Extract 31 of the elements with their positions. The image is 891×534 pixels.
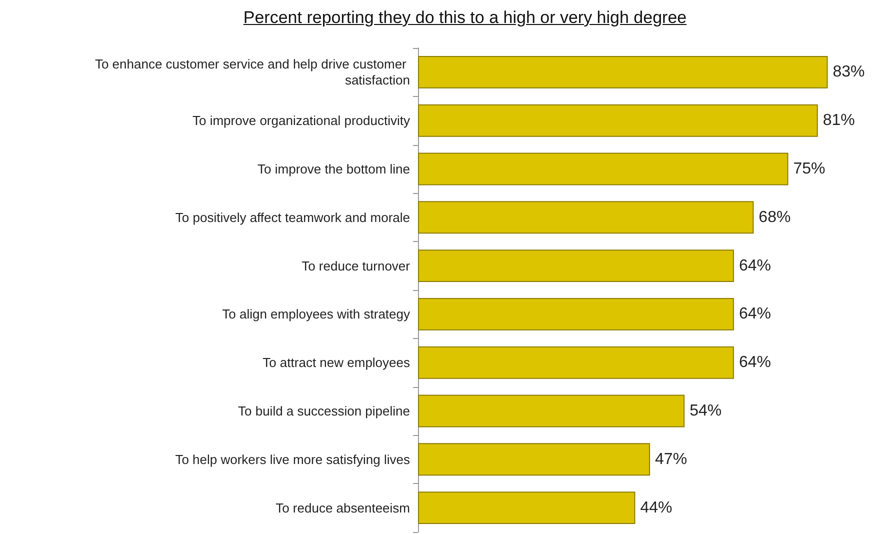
bar	[418, 56, 828, 88]
bar	[418, 250, 734, 282]
bar	[418, 201, 754, 234]
y-tick-label: To reduce turnover	[302, 258, 411, 274]
bar	[418, 104, 818, 137]
y-tick-label: To improve organizational productivity	[192, 113, 410, 128]
data-label: 68%	[758, 208, 791, 226]
y-tick-label: To help workers live more satisfying lives	[175, 452, 410, 467]
data-label: 64%	[738, 354, 771, 372]
bar	[418, 394, 685, 428]
y-tick-label: To align employees with strategy	[222, 306, 410, 322]
data-label: 47%	[655, 450, 688, 468]
data-label: 83%	[832, 64, 865, 81]
y-tick-label: To improve the bottom line	[258, 162, 410, 176]
data-label: 44%	[640, 499, 672, 516]
bar	[418, 298, 734, 330]
y-tick-label: To reduce absenteeism	[276, 500, 410, 516]
bar	[418, 443, 650, 476]
data-label: 54%	[690, 402, 722, 420]
y-tick-label: To positively affect teamwork and morale	[175, 210, 410, 225]
y-tick-label: To build a succession pipeline	[238, 404, 410, 418]
data-label: 64%	[738, 257, 771, 274]
y-tick-label: To enhance customer service and help drive customer satisfaction	[94, 56, 410, 88]
bar	[418, 346, 734, 379]
y-tick-label: To attract new employees	[262, 355, 410, 370]
data-label: 81%	[822, 112, 855, 130]
bar	[418, 152, 788, 186]
data-label: 64%	[738, 306, 771, 323]
bar	[418, 492, 636, 524]
data-label: 75%	[793, 160, 826, 178]
chart-title: Percent reporting they do this to a high or very high degree	[242, 8, 688, 28]
